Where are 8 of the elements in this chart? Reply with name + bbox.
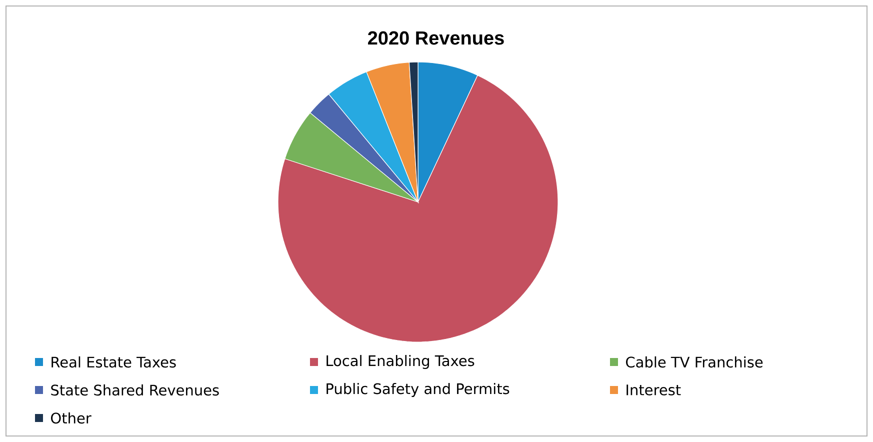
chart-title: 2020 Revenues [368,31,504,45]
legend-label: Real Estate Taxes [52,356,176,368]
legend-label: Local Enabling Taxes [326,354,474,370]
legend-label: Public Safety and Permits [326,382,510,398]
legend-label: Cable TV Franchise [626,356,763,368]
legend-label: Other [51,412,92,424]
legend-label: Interest [626,384,681,396]
legend-label: State Shared Revenues [51,384,219,396]
